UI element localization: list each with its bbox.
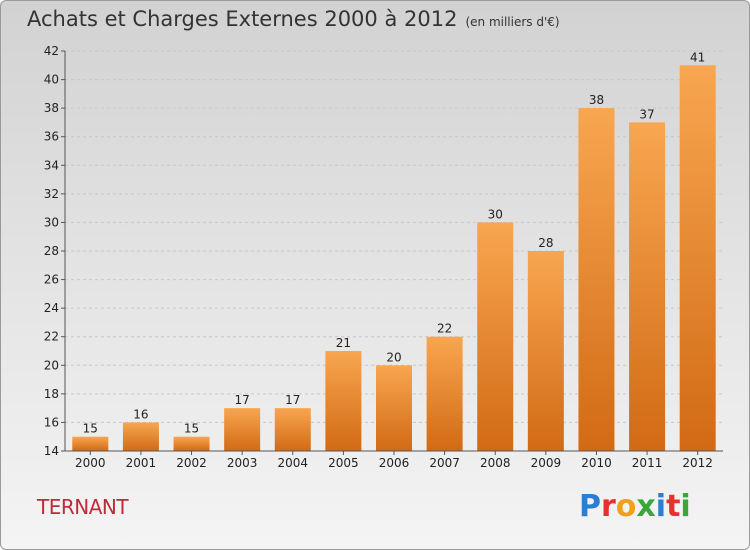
x-tick-label: 2003 <box>227 456 258 470</box>
y-tick-label: 22 <box>44 330 59 344</box>
chart-title-text: Achats et Charges Externes 2000 à 2012 <box>27 7 458 31</box>
x-tick-label: 2004 <box>277 456 308 470</box>
data-label: 17 <box>235 393 250 407</box>
data-label: 28 <box>538 236 553 250</box>
data-label: 20 <box>386 350 401 364</box>
data-label: 15 <box>83 422 98 436</box>
chart-subtitle: (en milliers d'€) <box>465 15 560 29</box>
bars: 15 16 15 17 17 21 20 22 30 28 38 37 41 <box>72 50 716 452</box>
y-tick-label: 18 <box>44 387 59 401</box>
x-tick-label: 2011 <box>632 456 663 470</box>
y-tick-label: 30 <box>44 215 59 229</box>
x-tick-label: 2008 <box>480 456 511 470</box>
bar <box>72 436 109 451</box>
logo-letter: o <box>615 489 637 524</box>
logo-letter: r <box>601 489 616 524</box>
bar <box>426 336 463 451</box>
bar <box>173 436 210 451</box>
commune-name: TERNANT <box>37 495 129 519</box>
bar <box>376 365 412 451</box>
x-tick-label: 2006 <box>379 456 410 470</box>
y-tick-label: 38 <box>44 101 59 115</box>
bar <box>477 222 514 451</box>
bar <box>325 351 362 451</box>
data-label: 17 <box>285 393 300 407</box>
chart-title: Achats et Charges Externes 2000 à 2012 (e… <box>27 7 560 31</box>
data-label: 30 <box>488 207 503 221</box>
bar <box>122 422 159 451</box>
y-tick-label: 20 <box>44 358 59 372</box>
data-label: 22 <box>437 322 452 336</box>
y-tick-label: 28 <box>44 244 59 258</box>
x-tick-label: 2012 <box>682 456 713 470</box>
bar <box>274 408 311 451</box>
y-tick-label: 34 <box>44 158 59 172</box>
y-tick-label: 36 <box>44 130 59 144</box>
bar <box>578 108 615 452</box>
data-label: 37 <box>639 107 654 121</box>
y-tick-label: 40 <box>44 73 59 87</box>
x-axis: 2000 2001 2002 2003 2004 2005 2006 2007 2008 2009… <box>65 450 723 470</box>
y-tick-label: 32 <box>44 187 59 201</box>
y-tick-label: 14 <box>44 444 59 458</box>
logo-letter: i <box>655 489 667 524</box>
x-tick-label: 2000 <box>75 456 106 470</box>
y-tick-label: 42 <box>44 44 59 58</box>
x-tick-label: 2002 <box>176 456 207 470</box>
data-label: 16 <box>133 407 148 421</box>
x-tick-label: 2007 <box>429 456 460 470</box>
bar <box>629 122 666 451</box>
x-tick-label: 2005 <box>328 456 359 470</box>
data-label: 38 <box>589 93 604 107</box>
x-tick-label: 2001 <box>126 456 157 470</box>
data-label: 21 <box>336 336 351 350</box>
y-tick-label: 16 <box>44 415 59 429</box>
bar <box>679 65 716 452</box>
bar <box>224 408 261 451</box>
data-label: 15 <box>184 422 199 436</box>
y-tick-label: 26 <box>44 273 59 287</box>
data-label: 41 <box>690 50 705 64</box>
y-tick-label: 24 <box>44 301 59 315</box>
bar <box>527 251 564 451</box>
logo-letter: t <box>666 489 681 524</box>
proxiti-logo: Proxiti <box>579 489 691 524</box>
x-tick-label: 2010 <box>581 456 612 470</box>
logo-letter: x <box>636 489 656 524</box>
y-axis: 14 16 18 20 22 24 26 28 30 32 34 36 38 40 42 <box>44 44 66 458</box>
x-tick-label: 2009 <box>531 456 562 470</box>
logo-letter: P <box>579 489 601 524</box>
logo-letter: i <box>680 489 691 524</box>
